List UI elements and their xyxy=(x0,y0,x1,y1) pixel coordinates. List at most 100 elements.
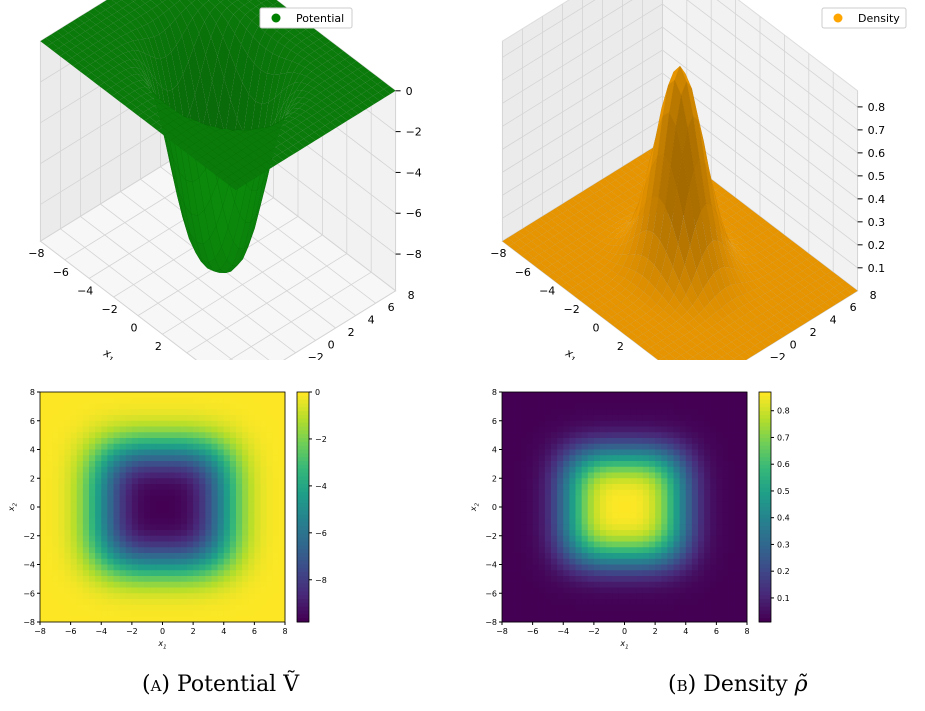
heat-cell xyxy=(242,489,249,496)
heat-cell xyxy=(205,535,212,542)
heat-cell xyxy=(199,547,206,554)
heat-cell xyxy=(125,530,133,537)
heat-cell xyxy=(278,466,286,473)
heat-cell xyxy=(82,432,90,439)
heat-cell xyxy=(40,512,47,519)
heat-cell xyxy=(667,426,674,433)
heat-cell xyxy=(551,535,558,542)
heat-cell xyxy=(655,576,662,583)
heat-cell xyxy=(236,403,243,410)
heat-cell xyxy=(70,478,78,485)
heat-cell xyxy=(544,593,552,600)
heat-cell xyxy=(248,547,255,554)
heat-cell xyxy=(58,593,65,600)
heat-cell xyxy=(685,581,693,588)
heat-cell xyxy=(76,530,84,537)
heat-cell xyxy=(593,466,601,473)
heat-cell xyxy=(514,426,521,433)
heat-cell xyxy=(193,397,200,404)
z-tick-label: 0.6 xyxy=(868,147,886,160)
heat-cell xyxy=(76,553,84,560)
heat-cell xyxy=(131,587,139,594)
heat-cell xyxy=(107,501,114,508)
heat-cell xyxy=(162,501,170,508)
grid-line xyxy=(502,95,663,196)
heat-cell xyxy=(544,461,552,468)
heat-cell xyxy=(655,530,662,537)
heat-cell xyxy=(236,553,243,560)
heat-cell xyxy=(101,484,108,491)
heat-cell xyxy=(600,443,607,450)
heat-cell xyxy=(144,495,151,502)
heat-cell xyxy=(144,581,151,588)
heat-cell xyxy=(162,403,170,410)
heat-cell xyxy=(205,409,212,416)
heat-cell xyxy=(272,495,280,502)
heat-cell xyxy=(174,501,182,508)
heat-cell xyxy=(119,495,127,502)
heat-cell xyxy=(52,593,59,600)
heat-cell xyxy=(691,616,699,623)
heat-cell xyxy=(520,472,527,479)
heat-cell xyxy=(217,397,225,404)
heat-cell xyxy=(667,530,674,537)
heat-cell xyxy=(569,438,576,445)
heat-cell xyxy=(278,553,286,560)
heat-cell xyxy=(581,581,589,588)
heat-cell xyxy=(642,564,650,571)
heat-cell xyxy=(606,409,613,416)
heat-cell xyxy=(40,501,47,508)
heat-cell xyxy=(236,489,243,496)
heat-cell xyxy=(125,443,133,450)
heat-cell xyxy=(278,461,286,468)
heat-cell xyxy=(600,432,607,439)
heat-cell xyxy=(520,461,527,468)
heat-cell xyxy=(95,587,102,594)
colorbar-tick-label: 0 xyxy=(315,388,320,397)
heat-cell xyxy=(655,426,662,433)
heat-cell xyxy=(272,501,280,508)
heat-cell xyxy=(691,443,699,450)
heat-cell xyxy=(248,610,255,617)
heat-cell xyxy=(119,587,127,594)
heat-cell xyxy=(89,558,96,565)
heat-cell xyxy=(569,604,576,611)
heat-cell xyxy=(538,599,546,606)
heat-cell xyxy=(76,604,84,611)
heat-cell xyxy=(587,415,595,422)
heat-cell xyxy=(217,415,225,422)
heat-cell xyxy=(278,443,286,450)
heat-cell xyxy=(649,392,656,399)
heat-cell xyxy=(58,535,65,542)
heat-cell xyxy=(679,449,687,456)
heat-cell xyxy=(193,426,200,433)
heat-cell xyxy=(581,420,589,427)
heat-cell xyxy=(46,541,53,548)
heat-cell xyxy=(563,449,570,456)
heat-cell xyxy=(168,547,176,554)
heat-cell xyxy=(138,530,145,537)
heat-cell xyxy=(266,512,274,519)
heat-cell xyxy=(223,403,231,410)
heat-cell xyxy=(544,443,552,450)
heat-cell xyxy=(673,547,681,554)
heat-cell xyxy=(642,420,650,427)
heat-cell xyxy=(131,547,139,554)
heat-cell xyxy=(508,403,515,410)
heat-cell xyxy=(587,484,595,491)
heat-cell xyxy=(630,558,638,565)
heat-cell xyxy=(174,461,182,468)
heat-cell xyxy=(138,432,145,439)
heat-cell xyxy=(168,443,176,450)
heat-cell xyxy=(502,443,509,450)
heat-cell xyxy=(266,518,274,525)
heat-cell xyxy=(685,449,693,456)
heat-cell xyxy=(667,472,674,479)
heat-cell xyxy=(679,397,687,404)
heat-cell xyxy=(679,518,687,525)
heat-cell xyxy=(82,495,90,502)
heat-cell xyxy=(667,570,674,577)
heat-cell xyxy=(624,507,632,514)
heat-cell xyxy=(667,610,674,617)
heat-cell xyxy=(667,547,674,554)
